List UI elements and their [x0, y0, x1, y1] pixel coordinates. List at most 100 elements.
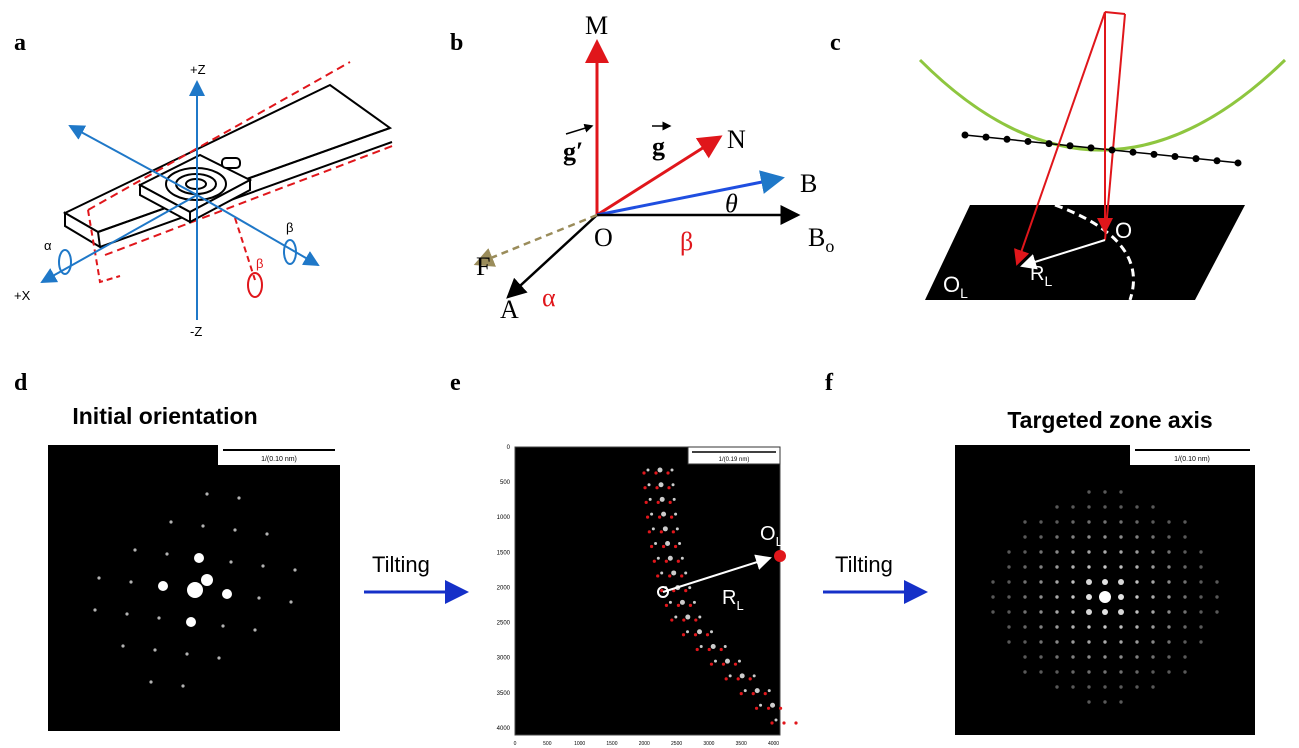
spot: [786, 718, 791, 723]
spot: [652, 527, 655, 530]
rotation-label: α: [44, 238, 52, 253]
spot: [1087, 640, 1090, 643]
spot: [1087, 490, 1090, 493]
spot: [710, 663, 713, 666]
spot: [157, 616, 160, 619]
spot: [782, 721, 785, 724]
spot: [201, 524, 204, 527]
spot: [661, 512, 666, 517]
lattice-point: [962, 132, 969, 139]
spot: [738, 660, 741, 663]
spot: [725, 659, 730, 664]
spot: [1055, 655, 1058, 658]
spot: [749, 677, 752, 680]
spot: [1055, 640, 1058, 643]
spot: [694, 618, 697, 621]
spot: [1087, 655, 1090, 658]
scale-label: 1/(0.19 nm): [719, 457, 750, 463]
spot: [1007, 565, 1010, 568]
spot: [186, 617, 196, 627]
spot: [1087, 700, 1090, 703]
axis-label: +X: [14, 288, 31, 303]
spot: [668, 556, 673, 561]
spot: [149, 680, 152, 683]
spot: [1007, 595, 1010, 598]
scale-label: 1/(0.10 nm): [261, 456, 297, 463]
spot: [660, 530, 663, 533]
spot: [1151, 640, 1154, 643]
lattice-point: [1235, 159, 1242, 166]
spot: [1103, 655, 1106, 658]
center-marker: [774, 550, 786, 562]
spot: [1039, 610, 1042, 613]
spot: [991, 610, 994, 613]
lattice-point: [1004, 136, 1011, 143]
spot: [1023, 610, 1026, 613]
spot: [650, 513, 653, 516]
x-tick-label: 2500: [671, 741, 682, 747]
spot: [1167, 550, 1170, 553]
spot: [1119, 535, 1122, 538]
spot: [674, 545, 677, 548]
spot: [1055, 580, 1058, 583]
spot: [1039, 655, 1042, 658]
spot: [755, 707, 758, 710]
spot: [674, 513, 677, 516]
spot: [656, 574, 659, 577]
spot: [648, 530, 651, 533]
y-tick-label: 3500: [497, 691, 511, 697]
spot: [1167, 655, 1170, 658]
spot: [201, 574, 213, 586]
spot: [1071, 520, 1074, 523]
spot: [1071, 550, 1074, 553]
spot: [1135, 505, 1138, 508]
spot: [770, 721, 773, 724]
spot: [729, 674, 732, 677]
spot: [181, 684, 184, 687]
lattice-point: [1172, 153, 1179, 160]
vector-label: F: [476, 252, 490, 281]
scale-label: 1/(0.10 nm): [1174, 456, 1210, 463]
spot: [696, 648, 699, 651]
spot: [711, 644, 716, 649]
spot: [187, 582, 203, 598]
y-tick-label: 0: [507, 445, 511, 451]
spot: [1199, 610, 1202, 613]
spot: [153, 648, 156, 651]
spot: [1135, 640, 1138, 643]
spot: [1103, 700, 1106, 703]
vector-label: g′: [563, 137, 583, 166]
lattice-point: [1067, 142, 1074, 149]
spot: [265, 532, 268, 535]
y-tick-label: 500: [500, 480, 511, 486]
spot: [1087, 535, 1090, 538]
point-label: O: [1115, 218, 1132, 243]
spot: [1215, 610, 1218, 613]
spot: [261, 564, 264, 567]
spot: [1183, 535, 1186, 538]
spot: [1183, 655, 1186, 658]
spot: [229, 560, 232, 563]
step-label: Tilting: [372, 552, 430, 577]
spot: [665, 541, 670, 546]
vector-label: g: [652, 132, 665, 161]
y-tick-label: 3000: [497, 656, 511, 662]
spot: [1099, 591, 1111, 603]
panel-label: f: [825, 370, 834, 396]
spot: [642, 471, 645, 474]
label-main: R: [722, 587, 736, 609]
spot: [1055, 520, 1058, 523]
lattice-point: [1151, 151, 1158, 158]
spot: [1102, 609, 1108, 615]
spot: [658, 516, 661, 519]
spot: [680, 600, 685, 605]
spot: [991, 580, 994, 583]
spot: [1167, 520, 1170, 523]
spot: [1023, 625, 1026, 628]
spot: [1103, 535, 1106, 538]
spot: [1151, 685, 1154, 688]
spot: [677, 560, 680, 563]
spot: [1183, 565, 1186, 568]
vector-label: B: [800, 169, 817, 198]
spot: [1118, 609, 1124, 615]
